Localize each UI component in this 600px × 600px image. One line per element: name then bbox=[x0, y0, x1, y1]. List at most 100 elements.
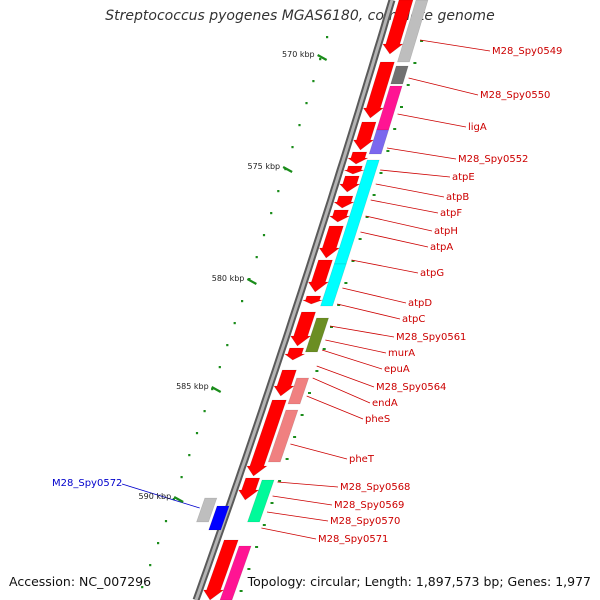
gene-leader-line bbox=[325, 339, 387, 354]
tick-dash bbox=[344, 282, 348, 284]
gene-label[interactable]: murA bbox=[388, 348, 415, 359]
tick-dot bbox=[255, 256, 258, 259]
forward-gene-6 bbox=[339, 175, 361, 193]
tick-dash bbox=[322, 348, 326, 350]
tick-dot bbox=[277, 190, 280, 193]
gene-label[interactable]: M28_Spy0568 bbox=[340, 482, 410, 493]
forward-gene-15 bbox=[246, 399, 287, 477]
gene-label[interactable]: atpG bbox=[420, 268, 444, 279]
gene-label[interactable]: M28_Spy0561 bbox=[396, 332, 466, 343]
tick-dash bbox=[386, 150, 390, 152]
gene-label[interactable]: atpC bbox=[402, 314, 425, 325]
tick-dash bbox=[285, 458, 289, 460]
forward-gene-2 bbox=[362, 61, 395, 119]
forward-gene-11 bbox=[302, 295, 323, 305]
tick-dash bbox=[365, 216, 369, 218]
scale-label: 570 kbp bbox=[282, 50, 315, 59]
gene-label[interactable]: pheS bbox=[365, 414, 390, 425]
tick-dash bbox=[270, 502, 274, 504]
tick-dash bbox=[393, 128, 397, 130]
cog-track bbox=[196, 0, 429, 600]
genome-backbone bbox=[192, 0, 396, 600]
gene-label[interactable]: M28_Spy0564 bbox=[376, 382, 446, 393]
scale-label: 580 kbp bbox=[212, 274, 245, 283]
tick-dot bbox=[164, 520, 168, 523]
gene-label[interactable]: atpA bbox=[430, 242, 453, 253]
tick-dash bbox=[293, 436, 297, 438]
tick-dot bbox=[298, 124, 301, 127]
cog-block-4 bbox=[368, 129, 389, 155]
tick-dash bbox=[413, 62, 417, 64]
gene-leader-line bbox=[360, 231, 429, 248]
gene-leader-line bbox=[386, 147, 457, 160]
gene-labels: M28_Spy0549 M28_Spy0550 ligA M28_Spy0552atp… bbox=[52, 39, 562, 545]
scale-labels: 570 kbp 575 kbp 580 kbp 585 kbp 590 kbp bbox=[139, 50, 328, 503]
gene-label[interactable]: M28_Spy0550 bbox=[480, 90, 550, 101]
tick-dash bbox=[308, 392, 311, 394]
forward-gene-17 bbox=[203, 539, 239, 600]
cog-block-7 bbox=[304, 317, 330, 353]
forward-gene-4 bbox=[346, 151, 369, 165]
tick-dash bbox=[262, 524, 266, 526]
tick-dash bbox=[247, 568, 251, 570]
tick-dash bbox=[379, 172, 383, 174]
reverse-gene-1 bbox=[208, 505, 230, 531]
gene-label[interactable]: M28_Spy0569 bbox=[334, 500, 404, 511]
major-tick bbox=[211, 386, 222, 393]
gene-label[interactable]: epuA bbox=[384, 364, 410, 375]
tick-dash bbox=[372, 194, 376, 196]
forward-gene-1 bbox=[382, 0, 414, 55]
gene-label[interactable]: M28_Spy0571 bbox=[318, 534, 388, 545]
backbone-highlight bbox=[194, 0, 394, 600]
tick-dot bbox=[326, 36, 329, 39]
forward-gene-7 bbox=[333, 195, 355, 209]
forward-gene-13 bbox=[283, 347, 305, 361]
tick-dot bbox=[319, 58, 322, 61]
forward-gene-5 bbox=[343, 165, 365, 175]
tick-dash bbox=[278, 480, 282, 482]
scale-label: 585 kbp bbox=[176, 382, 209, 391]
gene-leader-line bbox=[351, 259, 419, 274]
forward-gene-8 bbox=[328, 209, 350, 223]
gene-label[interactable]: atpH bbox=[434, 226, 458, 237]
gene-leader-line bbox=[408, 77, 479, 96]
gene-label[interactable]: M28_Spy0549 bbox=[492, 46, 562, 57]
tick-dash bbox=[300, 414, 304, 416]
scale-ticks bbox=[141, 36, 424, 592]
tick-dot bbox=[270, 212, 273, 215]
tick-dot bbox=[305, 102, 308, 105]
tick-dot bbox=[312, 80, 315, 83]
tick-dash bbox=[315, 370, 319, 372]
gene-label[interactable]: M28_Spy0552 bbox=[458, 154, 528, 165]
forward-gene-10 bbox=[307, 259, 333, 293]
gene-label[interactable]: atpE bbox=[452, 172, 475, 183]
major-tick bbox=[317, 54, 328, 61]
gene-track bbox=[203, 0, 414, 600]
gene-leader-line bbox=[290, 443, 348, 460]
tick-dash bbox=[358, 238, 362, 240]
gene-label[interactable]: M28_Spy0570 bbox=[330, 516, 400, 527]
tick-dot bbox=[211, 388, 214, 391]
gene-leader-line bbox=[370, 199, 439, 214]
cog-block-8 bbox=[287, 377, 310, 405]
left-leader-line bbox=[121, 483, 200, 509]
tick-dash bbox=[255, 546, 259, 548]
gene-leader-line bbox=[380, 169, 451, 178]
gene-label[interactable]: endA bbox=[372, 398, 398, 409]
gene-label[interactable]: atpF bbox=[440, 208, 462, 219]
forward-gene-12 bbox=[290, 311, 316, 347]
gene-label[interactable]: atpB bbox=[446, 192, 469, 203]
gene-label[interactable]: pheT bbox=[349, 454, 375, 465]
gene-label[interactable]: atpD bbox=[408, 298, 432, 309]
gene-leader-line bbox=[397, 113, 467, 128]
tick-dash bbox=[420, 40, 424, 42]
gene-leader-line bbox=[277, 481, 339, 488]
gene-label[interactable]: ligA bbox=[468, 122, 487, 133]
tick-dot bbox=[195, 432, 199, 435]
gene-leader-line bbox=[316, 365, 375, 388]
left-gene-label[interactable]: M28_Spy0572 bbox=[52, 478, 122, 489]
cog-block-left bbox=[196, 497, 218, 523]
gene-leader-line bbox=[312, 377, 371, 404]
tick-dot bbox=[291, 146, 294, 149]
tick-dot bbox=[218, 366, 221, 369]
